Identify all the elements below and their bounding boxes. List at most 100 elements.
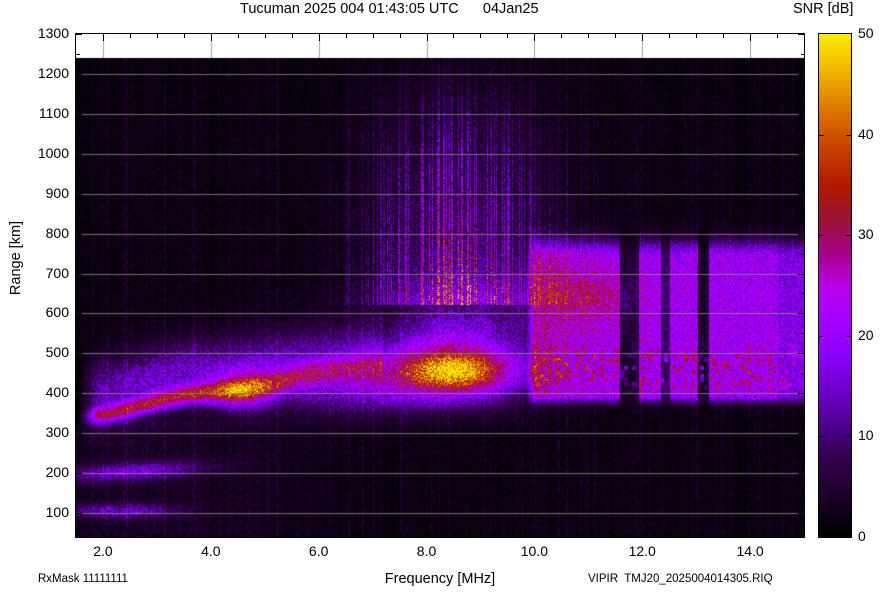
y-tick-label-400: 400 <box>45 384 69 401</box>
x-tick-minor-top <box>561 34 563 38</box>
x-tick-minor-top <box>156 34 158 38</box>
y-tick-minor <box>76 533 80 534</box>
y-tick-label-1200: 1200 <box>37 64 69 81</box>
y-tick-mark-1300 <box>75 34 82 35</box>
x-tick-label-10.0: 10.0 <box>520 543 548 559</box>
x-tick-label-4.0: 4.0 <box>201 543 221 559</box>
x-tick-minor-top <box>723 34 725 38</box>
x-tick-minor <box>183 534 185 538</box>
y-tick-mark-1200 <box>75 73 82 75</box>
colorbar-title: SNR [dB] <box>793 1 854 17</box>
y-tick-minor <box>76 133 80 135</box>
y-tick-mark-right-1200 <box>798 73 805 75</box>
y-tick-minor-right <box>801 133 805 135</box>
x-tick-minor <box>669 534 671 538</box>
y-tick-mark-1100 <box>75 113 82 115</box>
x-tick-minor-top <box>615 34 617 38</box>
y-tick-minor <box>76 213 80 215</box>
y-tick-minor <box>76 453 80 455</box>
y-tick-label-800: 800 <box>45 224 69 241</box>
x-tick-mark-top-12.0 <box>642 34 644 41</box>
colorbar-tick-mark <box>818 335 824 337</box>
x-tick-minor <box>264 534 266 538</box>
y-tick-minor-right <box>801 293 805 295</box>
x-tick-minor-top <box>696 34 698 38</box>
x-tick-mark-top-10.0 <box>534 34 536 41</box>
y-tick-minor <box>76 53 80 55</box>
x-tick-minor <box>156 534 158 538</box>
y-tick-mark-200 <box>75 473 82 475</box>
colorbar-tick-label-50: 50 <box>858 25 874 41</box>
y-tick-mark-700 <box>75 273 82 275</box>
y-tick-label-900: 900 <box>45 184 69 201</box>
x-tick-label-12.0: 12.0 <box>628 543 656 559</box>
x-tick-minor <box>372 534 374 538</box>
file-id-annotation: VIPIR TMJ20_2025004014305.RIQ <box>588 573 773 585</box>
x-tick-minor-top <box>372 34 374 38</box>
y-tick-minor-right <box>801 533 805 534</box>
x-tick-mark-10.0 <box>534 531 536 538</box>
x-tick-mark-top-4.0 <box>210 34 212 41</box>
x-tick-minor-top <box>291 34 293 38</box>
x-tick-minor <box>615 534 617 538</box>
x-tick-mark-top-6.0 <box>318 34 320 41</box>
y-tick-mark-right-900 <box>798 193 805 195</box>
y-tick-minor-right <box>801 413 805 415</box>
y-tick-mark-300 <box>75 433 82 435</box>
y-tick-mark-right-500 <box>798 353 805 355</box>
ionogram-heatmap-canvas <box>76 34 804 537</box>
y-tick-mark-right-600 <box>798 313 805 315</box>
x-tick-mark-top-14.0 <box>750 34 752 41</box>
y-tick-minor <box>76 253 80 255</box>
y-axis-label: Range [km] <box>8 220 24 296</box>
y-tick-label-1300: 1300 <box>37 25 69 41</box>
x-tick-mark-top-8.0 <box>426 34 428 41</box>
x-tick-minor <box>561 534 563 538</box>
x-tick-label-14.0: 14.0 <box>736 543 764 559</box>
colorbar-tick-label-20: 20 <box>858 326 874 343</box>
x-tick-minor-top <box>777 34 779 38</box>
x-tick-minor <box>723 534 725 538</box>
title-row: Tucuman 2025 004 01:43:05 UTC 04Jan25 <box>0 1 780 21</box>
x-tick-minor-top <box>453 34 455 38</box>
y-tick-mark-right-1300 <box>798 34 805 35</box>
x-tick-minor <box>237 534 239 538</box>
x-tick-label-8.0: 8.0 <box>416 543 437 559</box>
x-tick-minor <box>453 534 455 538</box>
y-tick-minor-right <box>801 213 805 215</box>
x-tick-mark-4.0 <box>210 531 212 538</box>
y-tick-mark-900 <box>75 193 82 195</box>
y-tick-minor-right <box>801 173 805 175</box>
colorbar-tick-label-30: 30 <box>858 226 874 243</box>
x-tick-minor-top <box>264 34 266 38</box>
x-tick-mark-8.0 <box>426 531 428 538</box>
colorbar-tick-label-10: 10 <box>858 427 874 444</box>
x-tick-minor <box>129 534 131 538</box>
ionogram-plot-area <box>75 33 805 538</box>
colorbar-tick-mark <box>818 235 824 237</box>
y-tick-minor <box>76 373 80 375</box>
y-tick-label-500: 500 <box>45 344 69 361</box>
x-tick-minor-top <box>480 34 482 38</box>
x-tick-minor <box>399 534 401 538</box>
y-tick-label-1100: 1100 <box>38 104 69 121</box>
colorbar <box>818 33 852 538</box>
x-tick-mark-top-2.0 <box>102 34 104 41</box>
y-tick-minor <box>76 493 80 495</box>
y-tick-minor-right <box>801 373 805 375</box>
y-tick-mark-right-700 <box>798 273 805 275</box>
rxmask-annotation: RxMask 11111111 <box>38 573 128 585</box>
colorbar-tick-mark-right <box>846 134 852 136</box>
y-tick-label-100: 100 <box>45 504 69 521</box>
y-tick-minor <box>76 333 80 335</box>
y-tick-mark-right-400 <box>798 393 805 395</box>
y-tick-minor-right <box>801 53 805 55</box>
y-tick-minor-right <box>801 333 805 335</box>
y-tick-mark-right-300 <box>798 433 805 435</box>
page-title: Tucuman 2025 004 01:43:05 UTC 04Jan25 <box>240 1 539 17</box>
x-tick-label-2.0: 2.0 <box>93 543 113 559</box>
x-tick-minor <box>345 534 347 538</box>
colorbar-tick-label-0: 0 <box>858 528 866 544</box>
x-tick-minor <box>507 534 509 538</box>
y-tick-minor-right <box>801 253 805 255</box>
